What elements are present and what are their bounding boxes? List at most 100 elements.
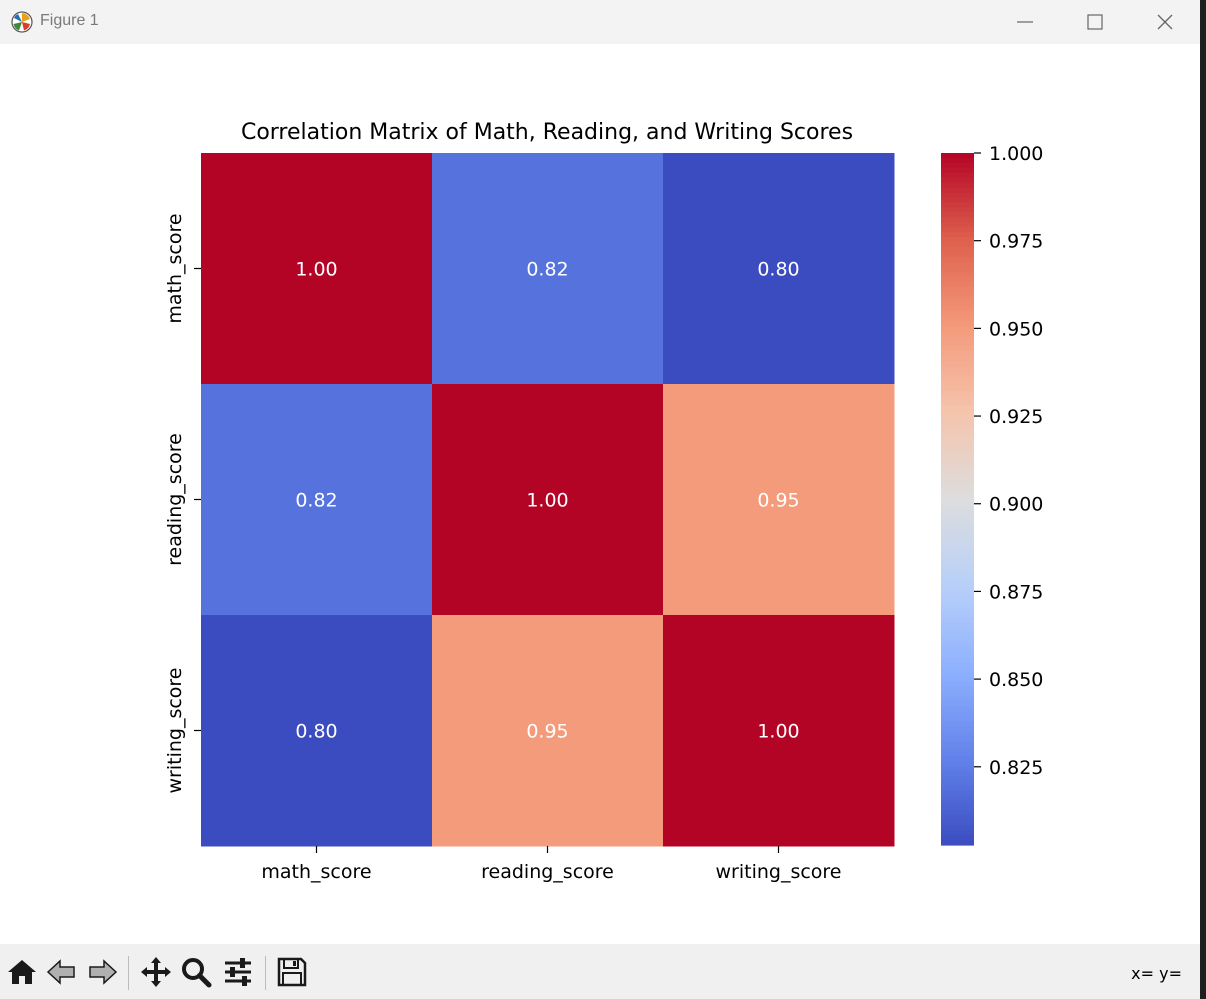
- configure-subplots-button[interactable]: [218, 952, 258, 992]
- colorbar-segment: [941, 617, 974, 624]
- minimize-icon: [1017, 21, 1033, 23]
- colorbar-segment: [941, 237, 974, 243]
- colorbar-segment: [941, 667, 974, 673]
- zoom-button[interactable]: [176, 952, 216, 992]
- close-button[interactable]: [1130, 0, 1200, 44]
- colorbar-segment: [941, 419, 974, 426]
- colorbar-segment: [941, 459, 974, 465]
- heatmap-cell: [201, 384, 433, 616]
- y-tick-label: writing_score: [164, 667, 186, 793]
- colorbar-segment: [941, 207, 974, 213]
- colorbar-segment: [941, 434, 974, 441]
- colorbar-segment: [941, 424, 974, 431]
- cell-value-label: 0.82: [295, 490, 337, 512]
- colorbar-segment: [941, 494, 974, 500]
- toolbar-separator: [265, 956, 266, 990]
- colorbar-segment: [941, 795, 974, 802]
- maximize-button[interactable]: [1060, 0, 1130, 44]
- colorbar-segment: [941, 405, 974, 411]
- colorbar-segment: [941, 637, 974, 643]
- colorbar-segment: [941, 489, 974, 495]
- x-tick-label: writing_score: [715, 861, 841, 883]
- colorbar-segment: [941, 177, 974, 184]
- colorbar-segment: [941, 726, 974, 732]
- colorbar-segment: [941, 370, 974, 377]
- cell-value-label: 0.82: [526, 259, 568, 281]
- colorbar-segment: [941, 622, 974, 629]
- colorbar-tick-label: 0.850: [989, 669, 1043, 691]
- cell-value-label: 0.95: [526, 721, 568, 743]
- heatmap-cell: [663, 384, 895, 616]
- colorbar-segment: [941, 731, 974, 737]
- colorbar-segment: [941, 568, 974, 574]
- colorbar-segment: [941, 429, 974, 436]
- colorbar-segment: [941, 296, 974, 302]
- colorbar-segment: [941, 676, 974, 683]
- colorbar-segment: [941, 326, 974, 332]
- colorbar-segment: [941, 518, 974, 525]
- colorbar-segment: [941, 523, 974, 530]
- colorbar-segment: [941, 770, 974, 777]
- colorbar-segment: [941, 785, 974, 792]
- heatmap-cell: [663, 153, 895, 385]
- cell-value-label: 1.00: [295, 259, 337, 281]
- cell-value-label: 0.80: [295, 721, 337, 743]
- colorbar-segment: [941, 202, 974, 208]
- colorbar-tick-label: 0.875: [989, 581, 1043, 603]
- colorbar-segment: [941, 835, 974, 841]
- colorbar-segment: [941, 464, 974, 470]
- colorbar-segment: [941, 350, 974, 357]
- colorbar-segment: [941, 716, 974, 723]
- colorbar-segment: [941, 696, 974, 703]
- colorbar-tick-label: 1.000: [989, 143, 1043, 165]
- colorbar-segment: [941, 533, 974, 540]
- colorbar-segment: [941, 172, 974, 179]
- pan-icon: [141, 957, 171, 987]
- colorbar-segment: [941, 513, 974, 520]
- figure-canvas[interactable]: Correlation Matrix of Math, Reading, and…: [0, 44, 1200, 944]
- colorbar-segment: [941, 662, 974, 668]
- colorbar-segment: [941, 222, 974, 228]
- colorbar-segment: [941, 746, 974, 752]
- colorbar-segment: [941, 261, 974, 268]
- colorbar-segment: [941, 390, 974, 396]
- y-tick-label: math_score: [164, 213, 186, 323]
- colorbar-segment: [941, 573, 974, 579]
- colorbar-segment: [941, 311, 974, 317]
- colorbar-segment: [941, 711, 974, 718]
- colorbar-segment: [941, 800, 974, 807]
- colorbar-segment: [941, 167, 974, 174]
- colorbar-segment: [941, 321, 974, 327]
- colorbar-segment: [941, 543, 974, 550]
- colorbar-segment: [941, 751, 974, 757]
- cell-value-label: 0.95: [757, 490, 799, 512]
- colorbar-segment: [941, 227, 974, 233]
- colorbar-segment: [941, 266, 974, 273]
- forward-button[interactable]: [82, 952, 122, 992]
- colorbar-segment: [941, 602, 974, 609]
- colorbar-segment: [941, 291, 974, 297]
- heatmap-cell: [432, 153, 664, 385]
- back-button[interactable]: [42, 952, 82, 992]
- colorbar-segment: [941, 335, 974, 342]
- colorbar-segment: [941, 162, 974, 169]
- home-button[interactable]: [2, 952, 42, 992]
- matplotlib-logo-icon: [11, 11, 33, 33]
- colorbar-segment: [941, 217, 974, 223]
- colorbar-segment: [941, 765, 974, 772]
- minimize-button[interactable]: [990, 0, 1060, 44]
- colorbar-segment: [941, 375, 974, 381]
- colorbar-segment: [941, 316, 974, 322]
- heatmap-cell: [432, 615, 664, 847]
- colorbar-segment: [941, 345, 974, 352]
- colorbar-segment: [941, 286, 974, 292]
- colorbar-segment: [941, 686, 974, 693]
- cursor-coordinates: x= y=: [1131, 964, 1182, 983]
- background-window-edge: [1200, 0, 1206, 999]
- colorbar-segment: [941, 553, 974, 559]
- colorbar-segment: [941, 597, 974, 604]
- pan-button[interactable]: [136, 952, 176, 992]
- save-button[interactable]: [272, 952, 312, 992]
- colorbar-segment: [941, 187, 974, 194]
